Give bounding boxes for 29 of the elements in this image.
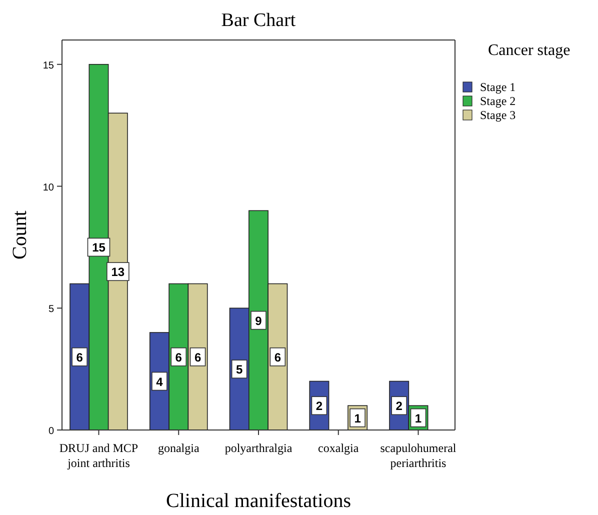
legend-label: Stage 2 <box>480 94 516 108</box>
data-label: 6 <box>175 350 182 364</box>
x-tick-label: gonalgia <box>158 441 200 455</box>
x-tick-label: coxalgia <box>318 441 360 455</box>
data-label: 15 <box>92 240 106 255</box>
chart-title: Bar Chart <box>221 10 296 31</box>
data-label: 1 <box>414 411 422 426</box>
x-tick-label: polyarthralgia <box>224 441 293 455</box>
data-label: 6 <box>274 350 282 364</box>
y-axis-title: Count <box>9 210 31 260</box>
data-label: 4 <box>156 374 164 389</box>
data-label: 2 <box>396 399 403 414</box>
legend-label: Stage 3 <box>480 108 516 122</box>
legend-title: Cancer stage <box>488 42 570 59</box>
x-tick-label: scapulohumeral periarthritis <box>380 441 457 470</box>
y-tick-label: 10 <box>42 182 54 194</box>
y-tick-label: 0 <box>48 426 54 437</box>
data-label: 5 <box>236 362 243 377</box>
data-label: 2 <box>316 399 323 414</box>
y-tick-label: 15 <box>42 60 54 72</box>
legend-label: Stage 1 <box>480 80 516 94</box>
x-tick-label: DRUJ and MCP joint arthritis <box>59 441 138 470</box>
data-label: 6 <box>76 350 84 364</box>
data-label: 6 <box>194 350 202 364</box>
data-label: 1 <box>354 411 362 426</box>
data-label: 13 <box>111 265 125 280</box>
y-tick-label: 5 <box>48 304 54 316</box>
x-axis-title: Clinical manifestations <box>166 490 352 512</box>
data-label: 9 <box>255 314 262 328</box>
